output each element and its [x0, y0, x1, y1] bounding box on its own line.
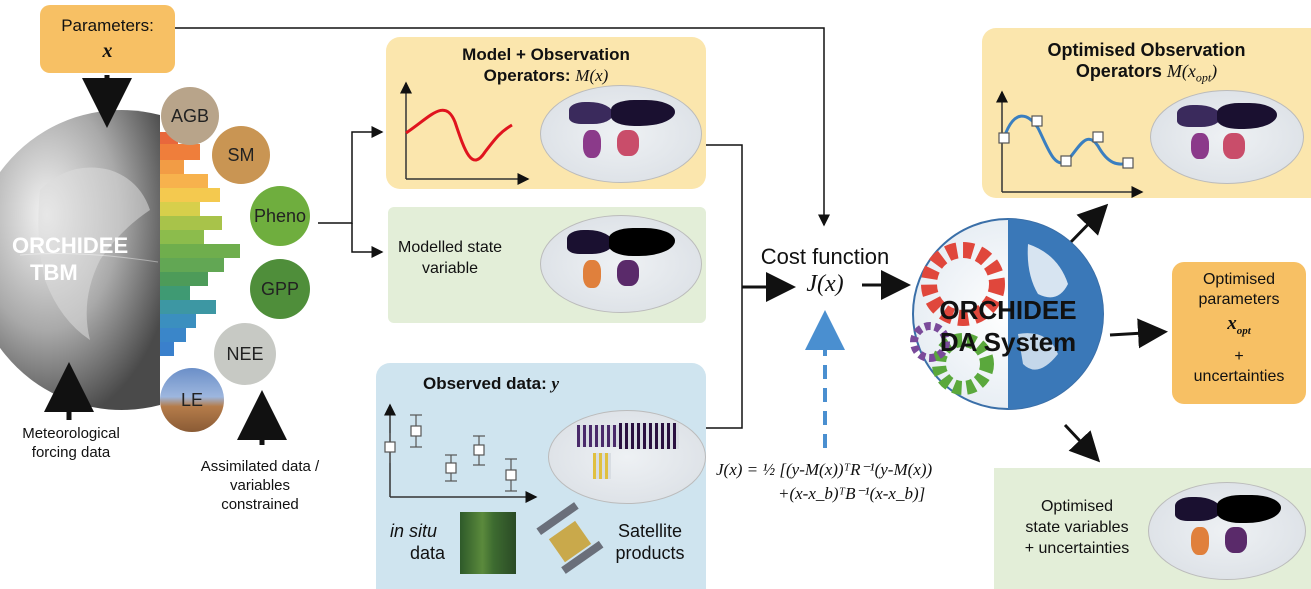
cost-function-label: Cost function [760, 244, 890, 269]
insitu-label: in situ data [390, 520, 445, 564]
opt-obs-line2: Operators [1075, 61, 1167, 81]
opt-state-line1: Optimised [1040, 498, 1114, 515]
opt-params-line1: Optimised [1202, 271, 1276, 288]
da-to-state-arrow [1063, 423, 1101, 463]
assimilated-label: Assimilated data / variables constrained [185, 457, 335, 514]
forcing-label: Meteorological forcing data [6, 424, 136, 462]
forcing-line1: Meteorological [22, 425, 120, 442]
pheno-label: Pheno [253, 205, 307, 226]
observed-symbol: y [551, 374, 560, 393]
da-system-globe-icon [910, 218, 1104, 410]
forcing-line2: forcing data [31, 444, 111, 461]
opt-params-plus: + [1234, 347, 1244, 365]
opt-state-map [1148, 482, 1306, 580]
opt-obs-title: Optimised Observation Operators M(xopt) [982, 40, 1311, 89]
branch-to-modelled-line [351, 223, 384, 258]
sat-line1: Satellite [617, 521, 683, 541]
opt-params-sub: opt [1236, 324, 1251, 337]
opt-obs-sub: opt [1195, 70, 1212, 85]
nee-circle: NEE [214, 323, 276, 385]
param-to-cost-line [175, 27, 830, 227]
cost-equation: J(x) = ½ [(y-M(x))ᵀR⁻¹(y-M(x)) +(x-x_b)ᵀ… [716, 458, 1016, 506]
modelled-line1: Modelled state [398, 239, 503, 256]
insitu-rest: data [410, 543, 446, 563]
observed-map [548, 410, 706, 504]
parameters-symbol: x [102, 40, 113, 62]
le-circle: LE [160, 368, 224, 432]
le-label: LE [180, 389, 204, 410]
model-title-line1: Model + Observation [462, 45, 630, 64]
da-line1: ORCHIDEE [939, 295, 1077, 325]
modelled-label: Modelled state variable [398, 237, 538, 279]
da-to-params-arrow [1109, 318, 1168, 349]
agb-circle: AGB [161, 87, 219, 145]
observed-points-plot [384, 403, 538, 503]
globe-icon [0, 110, 160, 410]
bracket-line [706, 144, 743, 429]
opt-params-box: Optimised parameters xopt + uncertaintie… [1172, 262, 1306, 404]
agb-label: AGB [170, 105, 209, 126]
da-system-label: ORCHIDEE DA System [908, 294, 1108, 358]
model-title-line2: Operators: [483, 66, 576, 85]
sat-line2: products [615, 543, 685, 563]
model-box-title: Model + Observation Operators: M(x) [386, 44, 706, 86]
branch-to-model-line [318, 126, 384, 224]
assimilated-line3: constrained [221, 496, 299, 513]
model-symbol: M(x) [575, 66, 609, 85]
orchidee-tbm-label: ORCHIDEE TBM [12, 232, 152, 286]
pheno-circle: Pheno [250, 186, 310, 246]
opt-curve-plot [996, 90, 1144, 198]
parameters-label: Parameters: [61, 16, 154, 35]
opt-params-label: Optimised parameters xopt + uncertaintie… [1172, 270, 1306, 387]
cost-function-symbol: J(x) [806, 271, 844, 297]
satellite-icon [536, 502, 604, 574]
opt-state-line2: state variables [1025, 519, 1129, 536]
constraint-bars [160, 132, 240, 356]
equation-line2: +(x-x_b)ᵀB⁻¹(x-x_b)] [778, 484, 926, 503]
nee-label: NEE [226, 343, 264, 364]
opt-obs-close: ) [1211, 61, 1218, 81]
opt-params-line4: uncertainties [1193, 367, 1285, 385]
model-map [540, 85, 702, 183]
sm-label: SM [227, 144, 255, 165]
opt-params-symbol: x [1227, 313, 1237, 334]
assimilated-line1: Assimilated data / [200, 458, 320, 475]
model-curve-plot [400, 81, 530, 185]
observed-data-box: Observed data: y in situ data [376, 363, 706, 589]
da-line2: DA System [939, 327, 1077, 357]
da-to-opt-obs-arrow [1066, 203, 1109, 247]
orchidee-tbm-line1: ORCHIDEE [12, 233, 129, 258]
insitu-italic: in situ [390, 521, 438, 541]
tower-photo [460, 512, 516, 574]
equation-line1: J(x) = ½ [(y-M(x))ᵀR⁻¹(y-M(x)) [716, 460, 933, 479]
opt-state-label: Optimised state variables + uncertaintie… [1002, 496, 1152, 559]
opt-obs-map [1150, 90, 1304, 184]
gpp-circle: GPP [250, 259, 310, 319]
opt-obs-line1: Optimised Observation [1047, 40, 1246, 60]
opt-obs-symbol: M(x [1166, 61, 1196, 81]
opt-state-line3: + uncertainties [1024, 540, 1130, 557]
assimilated-line2: variables [229, 477, 291, 494]
gpp-label: GPP [260, 278, 299, 299]
modelled-map [540, 215, 702, 313]
sm-circle: SM [212, 126, 270, 184]
modelled-line2: variable [422, 260, 479, 277]
satellite-label: Satellite products [598, 520, 702, 564]
parameters-box: Parameters: x [40, 5, 175, 73]
opt-params-line2: parameters [1198, 291, 1280, 308]
observed-title-text: Observed data: [422, 374, 552, 393]
observed-title: Observed data: y [376, 373, 606, 394]
orchidee-tbm-line2: TBM [30, 260, 78, 285]
